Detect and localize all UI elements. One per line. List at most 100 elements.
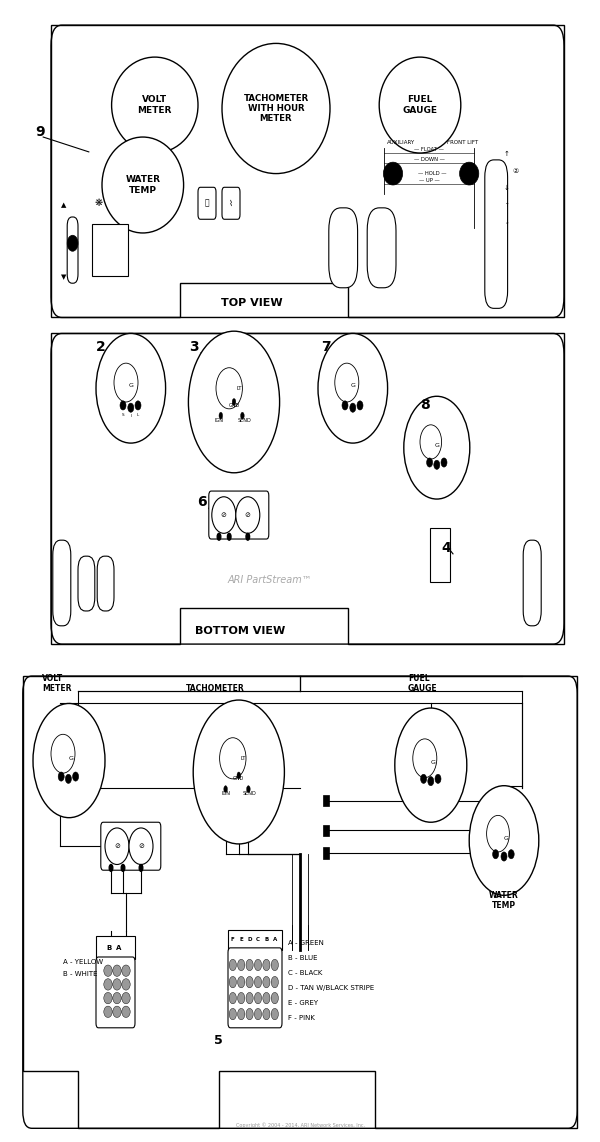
Text: ▲: ▲ (61, 202, 66, 209)
Text: TACHOMETER
WITH HOUR
METER: TACHOMETER WITH HOUR METER (244, 94, 308, 123)
Ellipse shape (122, 965, 130, 976)
Ellipse shape (350, 403, 356, 412)
Ellipse shape (122, 979, 130, 990)
Ellipse shape (188, 331, 280, 473)
Text: A - GREEN: A - GREEN (288, 940, 324, 947)
Ellipse shape (193, 700, 284, 844)
Ellipse shape (96, 333, 166, 443)
Text: LT: LT (236, 386, 242, 391)
Ellipse shape (109, 864, 113, 871)
Text: — UP —: — UP — (419, 178, 439, 183)
Text: E - GREY: E - GREY (288, 999, 318, 1006)
Text: WATER
TEMP: WATER TEMP (489, 891, 519, 910)
Text: ↓: ↓ (504, 185, 510, 192)
Text: ⌇: ⌇ (229, 199, 233, 208)
Ellipse shape (318, 333, 388, 443)
Text: 9: 9 (35, 126, 44, 139)
Ellipse shape (487, 815, 509, 852)
Text: ↑: ↑ (505, 203, 509, 208)
Text: ▼: ▼ (61, 274, 66, 281)
Text: ⊘: ⊘ (138, 843, 144, 850)
FancyBboxPatch shape (329, 208, 358, 288)
Ellipse shape (229, 959, 236, 971)
Text: I: I (131, 413, 132, 418)
Ellipse shape (246, 533, 250, 540)
Ellipse shape (404, 396, 470, 499)
Text: 6: 6 (197, 496, 206, 509)
FancyBboxPatch shape (96, 957, 135, 1028)
Ellipse shape (113, 992, 121, 1004)
Ellipse shape (501, 852, 507, 861)
Text: G: G (350, 384, 355, 388)
Bar (430, 528, 450, 582)
Ellipse shape (114, 363, 138, 402)
Ellipse shape (217, 533, 221, 540)
Ellipse shape (237, 772, 241, 779)
Text: F - PINK: F - PINK (288, 1014, 315, 1021)
Text: 5: 5 (214, 1034, 223, 1046)
FancyBboxPatch shape (101, 822, 161, 870)
Ellipse shape (241, 412, 244, 419)
Ellipse shape (102, 137, 184, 233)
Ellipse shape (238, 976, 245, 988)
Text: B: B (107, 944, 112, 951)
Text: A - YELLOW: A - YELLOW (63, 958, 103, 965)
Ellipse shape (271, 959, 278, 971)
Text: ↑: ↑ (504, 151, 510, 158)
Ellipse shape (219, 412, 223, 419)
Ellipse shape (493, 850, 499, 859)
Polygon shape (51, 25, 564, 317)
Ellipse shape (271, 992, 278, 1004)
Ellipse shape (238, 959, 245, 971)
Text: IGN: IGN (221, 791, 230, 796)
Ellipse shape (105, 828, 129, 864)
Ellipse shape (420, 425, 442, 459)
Ellipse shape (121, 864, 125, 871)
Text: IGN: IGN (215, 418, 223, 423)
Ellipse shape (229, 1008, 236, 1020)
Ellipse shape (73, 772, 79, 781)
FancyBboxPatch shape (67, 217, 78, 283)
Text: — HOLD —: — HOLD — (418, 171, 446, 176)
Text: G: G (128, 384, 133, 388)
FancyBboxPatch shape (228, 948, 282, 1028)
Bar (96, 936, 135, 959)
Ellipse shape (212, 497, 236, 533)
Ellipse shape (227, 533, 231, 540)
Text: ②: ② (513, 168, 519, 175)
Ellipse shape (51, 734, 75, 773)
Ellipse shape (427, 458, 433, 467)
Ellipse shape (435, 774, 441, 783)
Text: C: C (256, 938, 260, 942)
Ellipse shape (254, 959, 262, 971)
Text: C - BLACK: C - BLACK (288, 970, 322, 976)
Text: ⊘: ⊘ (114, 843, 120, 850)
Ellipse shape (395, 708, 467, 822)
FancyBboxPatch shape (78, 556, 95, 611)
Text: FUEL
GAUGE: FUEL GAUGE (408, 674, 437, 693)
Text: B - WHITE: B - WHITE (63, 971, 97, 978)
Ellipse shape (421, 774, 427, 783)
Text: ⊘: ⊘ (245, 512, 251, 518)
FancyBboxPatch shape (198, 187, 216, 219)
Ellipse shape (232, 399, 236, 405)
Ellipse shape (379, 57, 461, 153)
Ellipse shape (263, 1008, 270, 1020)
Text: BOTTOM VIEW: BOTTOM VIEW (195, 626, 285, 636)
Ellipse shape (238, 1008, 245, 1020)
Ellipse shape (129, 828, 153, 864)
Text: — FLOAT —: — FLOAT — (414, 147, 444, 152)
Ellipse shape (238, 992, 245, 1004)
Text: A: A (116, 944, 121, 951)
Text: FRONT LIFT: FRONT LIFT (447, 140, 478, 145)
Text: S: S (122, 412, 124, 417)
Text: ⊘: ⊘ (221, 512, 227, 518)
Ellipse shape (104, 1006, 112, 1018)
Text: E: E (239, 938, 243, 942)
Text: SEND: SEND (243, 791, 256, 796)
Bar (323, 847, 329, 859)
Text: A: A (272, 938, 277, 942)
Text: GND: GND (229, 403, 239, 408)
Text: — DOWN —: — DOWN — (413, 158, 445, 162)
Text: LT: LT (240, 756, 246, 761)
